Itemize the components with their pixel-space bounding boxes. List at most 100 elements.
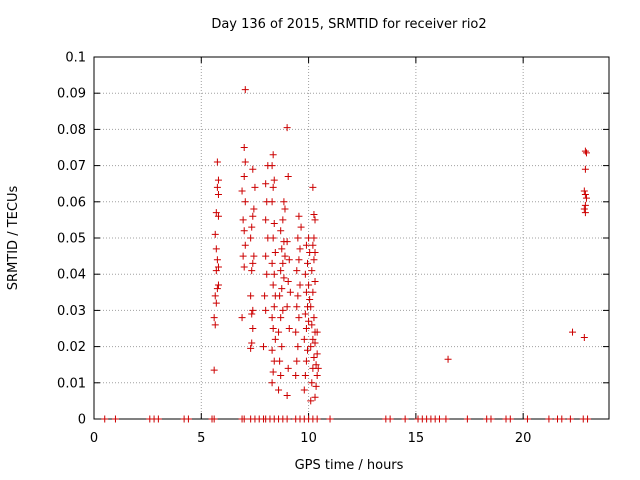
data-point (300, 386, 308, 394)
data-point (268, 314, 276, 322)
data-point (154, 415, 162, 423)
data-point (251, 183, 259, 191)
data-point (214, 263, 222, 271)
data-point (278, 343, 286, 351)
data-point (210, 415, 218, 423)
data-point (280, 274, 288, 282)
data-point (249, 259, 257, 267)
data-point (268, 259, 276, 267)
data-point (210, 314, 218, 322)
data-point (309, 288, 317, 296)
data-point (301, 270, 309, 278)
data-point (301, 310, 309, 318)
data-point (270, 220, 278, 228)
data-point (293, 267, 301, 275)
data-point (262, 252, 270, 260)
data-point (311, 339, 319, 347)
data-point (211, 292, 219, 300)
data-point (240, 144, 248, 151)
y-tick-label: 0.01 (57, 376, 86, 391)
data-point (295, 256, 303, 264)
data-point (296, 245, 304, 253)
data-point (487, 415, 495, 423)
data-point (300, 335, 308, 343)
data-point (269, 325, 277, 332)
data-point (313, 350, 321, 358)
data-point (249, 325, 257, 332)
chart-title: Day 136 of 2015, SRMTID for receiver rio… (211, 17, 486, 32)
data-point (268, 379, 276, 387)
data-point (239, 216, 247, 224)
data-point (310, 234, 318, 242)
data-point (269, 281, 277, 289)
y-tick-label: 0.06 (57, 195, 86, 210)
data-point (212, 299, 220, 307)
data-point (269, 151, 277, 159)
data-point (277, 267, 285, 275)
plot-frame (93, 56, 610, 420)
data-point (214, 212, 222, 220)
data-point (308, 379, 316, 387)
data-point (240, 172, 248, 180)
data-point (580, 205, 588, 213)
data-point (582, 194, 590, 202)
data-point (295, 212, 303, 220)
data-point (248, 339, 256, 347)
data-point (284, 172, 292, 180)
data-point (311, 277, 319, 285)
data-point (277, 314, 285, 322)
y-axis-label: SRMTID / TECUs (6, 186, 21, 291)
data-point (285, 256, 293, 264)
x-tick-label: 0 (90, 431, 98, 446)
data-point (210, 366, 218, 374)
grid-lines (94, 57, 609, 419)
data-point (278, 285, 286, 293)
data-point (248, 267, 256, 275)
y-tick-label: 0.09 (57, 87, 86, 102)
data-point (269, 368, 277, 376)
data-point (238, 314, 246, 322)
data-point (214, 176, 222, 184)
data-point (248, 223, 256, 231)
y-tick-label: 0.04 (57, 268, 86, 283)
data-point (581, 191, 589, 199)
data-point (310, 210, 318, 218)
data-point (307, 343, 315, 351)
y-tick-label: 0.02 (57, 340, 86, 355)
data-point (444, 355, 452, 363)
data-point (241, 241, 249, 249)
data-point (238, 187, 246, 195)
data-point (463, 415, 471, 423)
x-tick-label: 5 (197, 431, 205, 446)
data-point (313, 372, 321, 380)
data-point (401, 415, 409, 423)
data-point (311, 216, 319, 224)
data-point (270, 303, 278, 311)
data-point (294, 343, 302, 351)
data-point (241, 86, 249, 94)
data-point (247, 292, 255, 300)
data-point (212, 245, 220, 253)
data-point (184, 415, 192, 423)
data-point (283, 124, 291, 132)
data-point (239, 252, 247, 260)
data-point (292, 372, 300, 380)
data-point (213, 256, 221, 264)
data-point (311, 393, 319, 401)
data-point (249, 165, 257, 173)
data-point (293, 357, 301, 365)
data-point (569, 328, 577, 336)
data-point (286, 288, 294, 296)
data-point (297, 223, 305, 231)
data-point (305, 281, 313, 289)
data-point (275, 386, 283, 394)
data-point (309, 335, 317, 343)
data-point (293, 303, 301, 311)
x-tick-label: 10 (300, 431, 317, 446)
data-point (101, 415, 109, 423)
data-point (241, 198, 249, 206)
data-point (277, 372, 285, 380)
data-point (214, 281, 222, 289)
data-point (435, 415, 443, 423)
x-tick-label: 15 (408, 431, 425, 446)
